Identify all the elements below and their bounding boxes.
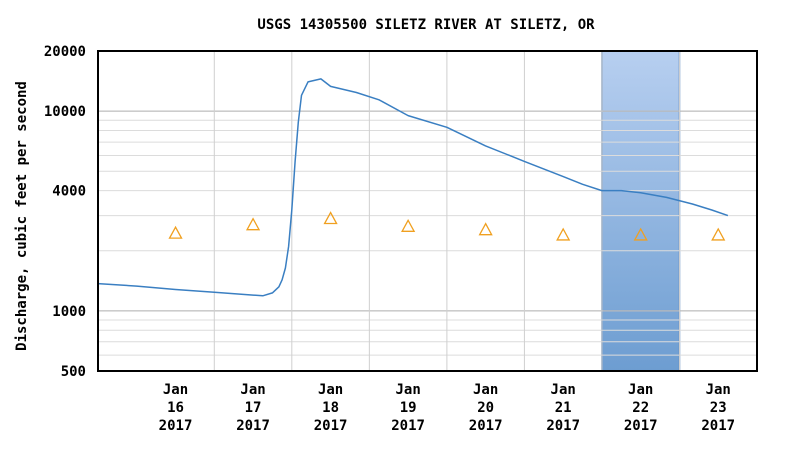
- median-marker: [323, 211, 338, 225]
- x-tick-label: Jan: [240, 382, 265, 398]
- y-axis-label: Discharge, cubic feet per second: [14, 81, 30, 351]
- x-tick-label: 2017: [546, 418, 580, 434]
- x-tick-label: 2017: [469, 418, 503, 434]
- x-tick-label: 18: [322, 400, 339, 416]
- x-tick-label: Jan: [473, 382, 498, 398]
- plot-frame: [97, 50, 758, 372]
- y-tick-label: 20000: [44, 44, 86, 60]
- x-tick-label: Jan: [628, 382, 653, 398]
- median-marker: [401, 218, 416, 232]
- y-tick-labels: 20000 10000 4000 1000 500: [44, 44, 86, 380]
- x-tick-label: Jan: [163, 382, 188, 398]
- x-tick-label: 23: [710, 400, 727, 416]
- y-tick-label: 10000: [44, 104, 86, 120]
- x-tick-label: Jan: [551, 382, 576, 398]
- x-tick-label: Jan: [318, 382, 343, 398]
- y-tick-label: 500: [61, 364, 86, 380]
- series-layer: [97, 78, 729, 297]
- x-tick-label: 2017: [314, 418, 348, 434]
- y-tick-label: 4000: [52, 184, 86, 200]
- x-tick-label: 22: [632, 400, 649, 416]
- x-tick-label: 19: [400, 400, 417, 416]
- x-tick-label: 2017: [159, 418, 193, 434]
- shaded-range-rect: [601, 50, 681, 372]
- y-tick-label: 1000: [52, 304, 86, 320]
- median-marker: [711, 227, 726, 241]
- x-tick-label: 2017: [701, 418, 735, 434]
- median-marker: [168, 225, 183, 239]
- median-marker: [633, 227, 648, 241]
- x-tick-label: Jan: [706, 382, 731, 398]
- median-marker: [245, 217, 261, 231]
- x-tick-label: 2017: [624, 418, 658, 434]
- plot-border: [97, 50, 758, 372]
- x-tick-label: 20: [477, 400, 494, 416]
- shaded-range: [601, 50, 681, 372]
- discharge-line: [97, 78, 729, 297]
- x-tick-labels: Jan 16 2017 Jan 17 2017 Jan 18 2017 Jan 19 2017 Jan 2…: [159, 382, 735, 434]
- median-marker: [556, 227, 571, 241]
- chart-title: USGS 14305500 SILETZ RIVER AT SILETZ, OR: [257, 17, 595, 33]
- x-tick-label: 2017: [236, 418, 270, 434]
- x-tick-label: 17: [245, 400, 262, 416]
- x-tick-label: 2017: [391, 418, 425, 434]
- x-tick-label: 16: [167, 400, 184, 416]
- x-tick-label: 21: [555, 400, 572, 416]
- median-marker: [478, 222, 493, 236]
- x-tick-label: Jan: [395, 382, 420, 398]
